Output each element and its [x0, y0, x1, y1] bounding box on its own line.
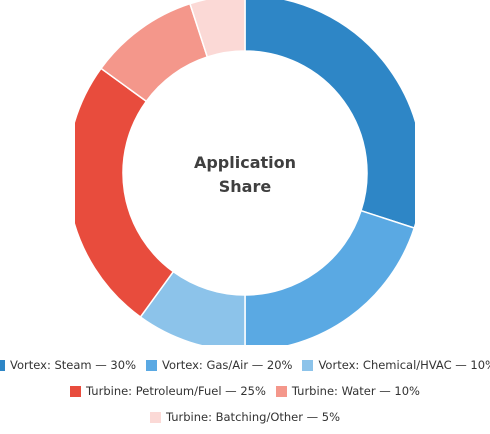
legend-label-vortex-steam: Vortex: Steam — 30% — [10, 358, 136, 372]
legend-row-3: Turbine: Batching/Other — 5% — [0, 404, 490, 430]
legend-label-turbine-water: Turbine: Water — 10% — [291, 384, 420, 398]
donut-slice-turbine-batching-other[interactable] — [189, 0, 246, 58]
legend-item-turbine-batching-other[interactable]: Turbine: Batching/Other — 5% — [149, 410, 341, 424]
legend-item-turbine-water[interactable]: Turbine: Water — 10% — [275, 384, 420, 398]
donut-slices — [67, 0, 423, 351]
legend-item-vortex-steam[interactable]: Vortex: Steam — 30% — [0, 358, 136, 372]
legend-swatch-vortex-chemical-hvac — [302, 359, 314, 371]
legend-swatch-turbine-petroleum-fuel — [70, 385, 82, 397]
legend-swatch-turbine-water — [275, 385, 287, 397]
legend-item-turbine-petroleum-fuel[interactable]: Turbine: Petroleum/Fuel — 25% — [70, 384, 266, 398]
legend-label-vortex-chemical-hvac: Vortex: Chemical/HVAC — 10% — [318, 358, 490, 372]
legend-label-vortex-gas-air: Vortex: Gas/Air — 20% — [162, 358, 293, 372]
donut-slice-turbine-petroleum-fuel[interactable] — [67, 67, 175, 319]
legend-item-vortex-gas-air[interactable]: Vortex: Gas/Air — 20% — [146, 358, 292, 372]
chart-legend: Vortex: Steam — 30% Vortex: Gas/Air — 20… — [0, 352, 490, 430]
legend-swatch-vortex-gas-air — [146, 359, 157, 371]
legend-swatch-vortex-steam — [0, 359, 6, 371]
donut-slice-vortex-steam[interactable] — [244, 0, 423, 229]
chart-title-line-1: Application — [194, 153, 296, 172]
legend-item-vortex-chemical-hvac[interactable]: Vortex: Chemical/HVAC — 10% — [302, 358, 490, 372]
legend-row-1: Vortex: Steam — 30% Vortex: Gas/Air — 20… — [0, 352, 490, 378]
donut-slice-vortex-gas-air[interactable] — [244, 209, 415, 351]
legend-label-turbine-petroleum-fuel: Turbine: Petroleum/Fuel — 25% — [86, 384, 266, 398]
chart-title-line-2: Share — [219, 177, 272, 196]
legend-swatch-turbine-batching-other — [149, 411, 161, 423]
legend-row-2: Turbine: Petroleum/Fuel — 25% Turbine: W… — [0, 378, 490, 404]
legend-label-turbine-batching-other: Turbine: Batching/Other — 5% — [165, 410, 341, 424]
